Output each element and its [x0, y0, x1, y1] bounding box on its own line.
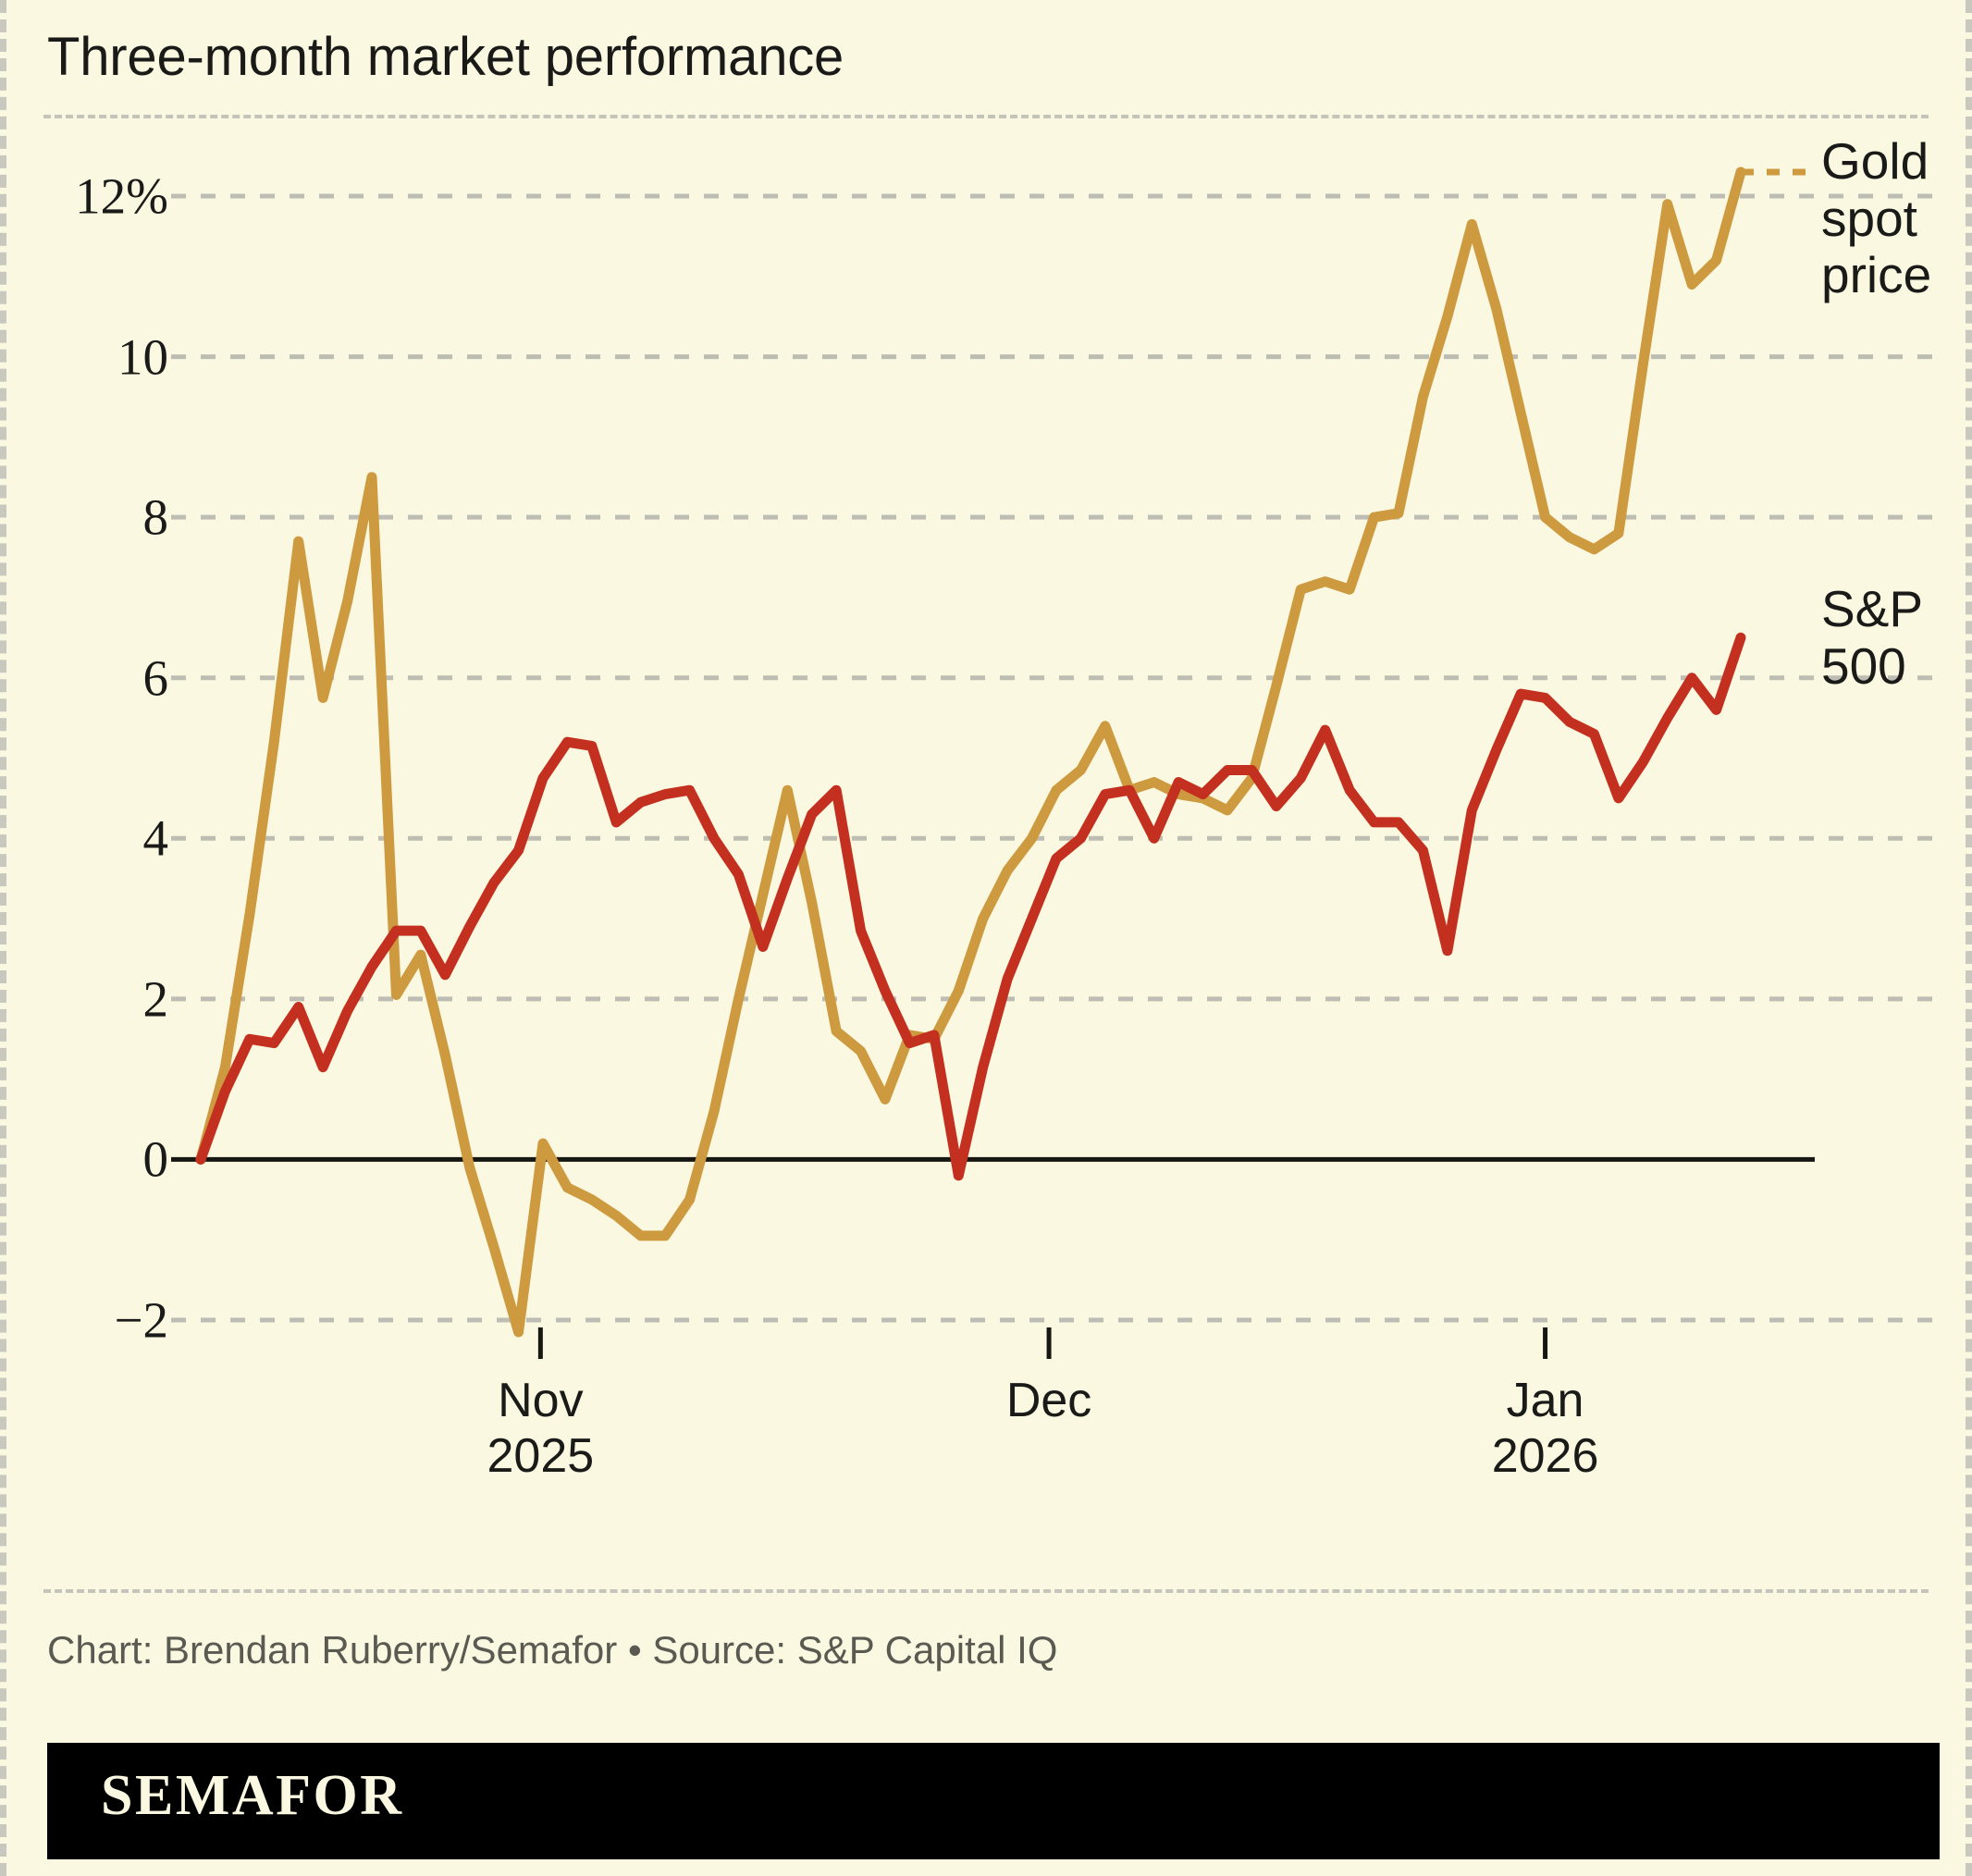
chart-credit: Chart: Brendan Ruberry/Semafor • Source:…	[47, 1628, 1058, 1672]
x-axis-tick-label: Nov 2025	[401, 1374, 679, 1485]
y-axis-tick-label: 12%	[75, 167, 168, 225]
semafor-wordmark: SEMAFOR	[101, 1764, 404, 1827]
series-label-line: price	[1821, 246, 1932, 304]
series-label-line: 500	[1821, 636, 1906, 695]
series-label-line: S&P	[1821, 580, 1924, 637]
series-line-gold-spot-price	[195, 167, 1746, 1338]
x-axis-tick-label: Dec	[910, 1374, 1188, 1429]
series-label-line: spot	[1821, 189, 1917, 247]
x-axis-tick-line: Dec	[1005, 1374, 1092, 1427]
series-lines	[195, 167, 1746, 1338]
series-label-gold: Gold spot price	[1821, 132, 1972, 304]
x-axis-tick-line: 2025	[487, 1428, 595, 1483]
line-chart-plot	[171, 167, 1941, 1359]
y-axis-tick-label: −2	[114, 1291, 168, 1349]
series-label-sp500: S&P 500	[1821, 580, 1972, 695]
y-axis-tick-label: 2	[142, 970, 169, 1028]
x-axis-tick-line: 2026	[1491, 1428, 1599, 1483]
series-line-s-p-500	[195, 632, 1746, 1181]
y-axis-tick-label: 8	[142, 488, 169, 546]
semafor-logo-bar: SEMAFOR	[47, 1743, 1940, 1859]
page-title: Three-month market performance	[47, 27, 844, 87]
series-label-line: Gold	[1821, 132, 1929, 190]
y-axis-tick-label: 0	[142, 1130, 169, 1188]
x-axis-tick-line: Jan	[1506, 1374, 1584, 1427]
y-axis-tick-label: 4	[142, 809, 169, 867]
divider-top	[43, 115, 1929, 118]
divider-bottom	[43, 1589, 1929, 1593]
x-axis-tick-label: Jan 2026	[1407, 1374, 1684, 1485]
y-axis-tick-label: 6	[142, 649, 169, 707]
x-axis-tick-line: Nov	[498, 1374, 584, 1427]
x-axis-ticks	[537, 1327, 1548, 1359]
y-axis-tick-label: 10	[117, 328, 168, 386]
gridlines	[171, 193, 1941, 1323]
